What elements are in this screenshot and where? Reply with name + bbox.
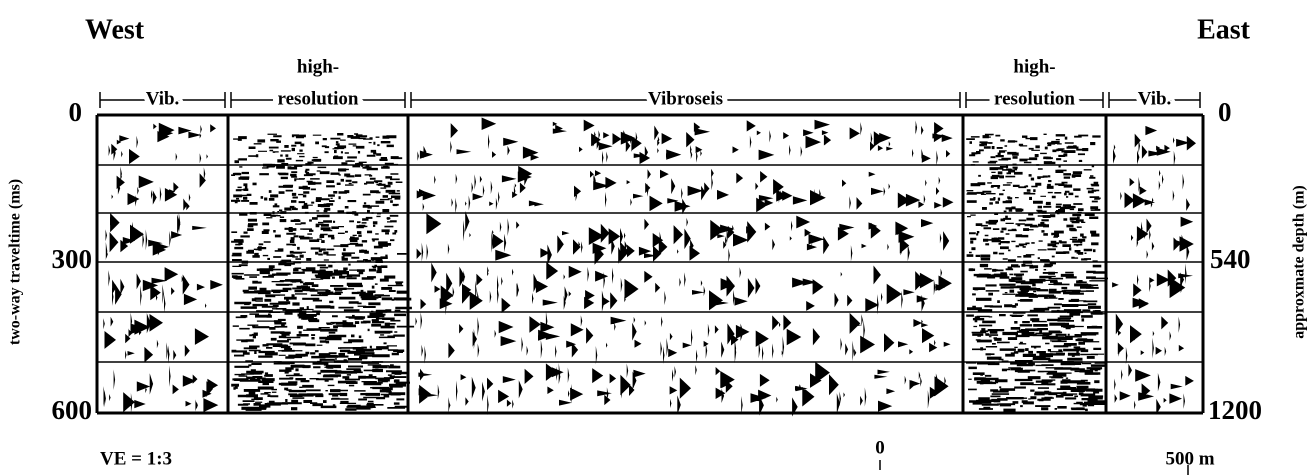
- panel-label: resolution: [278, 88, 359, 109]
- left-tick: 0: [69, 97, 83, 127]
- panel-brackets: Vib. high-resolution Vibroseis high-resolut…: [99, 56, 1201, 114]
- seismic-traces: [966, 133, 1108, 412]
- panel-label: high-: [1013, 56, 1055, 77]
- panel-label: resolution: [994, 88, 1075, 109]
- west-label: West: [85, 14, 145, 45]
- seismic-traces: [103, 122, 223, 414]
- right-tick: 1200: [1208, 395, 1262, 425]
- seismic-section: [103, 117, 1196, 417]
- scale-start: 0: [875, 437, 885, 458]
- right-tick: 0: [1218, 97, 1232, 127]
- left-axis-title: two-way traveltime (ms): [7, 179, 24, 345]
- panel-label: Vib.: [1138, 88, 1172, 109]
- seismic-traces: [1112, 125, 1196, 415]
- right-tick: 540: [1210, 244, 1251, 274]
- right-axis-title: approxmate depth (m): [1291, 185, 1308, 338]
- scale-end: 500 m: [1165, 448, 1214, 469]
- panel-label: Vib.: [146, 88, 180, 109]
- section-frame: [95, 113, 1205, 415]
- panel-label: Vibroseis: [648, 88, 723, 109]
- east-label: East: [1197, 14, 1251, 45]
- seismic-traces: [231, 133, 415, 411]
- seismic-traces: [415, 117, 954, 417]
- left-tick: 600: [52, 395, 93, 425]
- left-tick: 300: [52, 244, 93, 274]
- panel-label: high-: [297, 56, 339, 77]
- vertical-exaggeration: VE = 1:3: [100, 448, 172, 469]
